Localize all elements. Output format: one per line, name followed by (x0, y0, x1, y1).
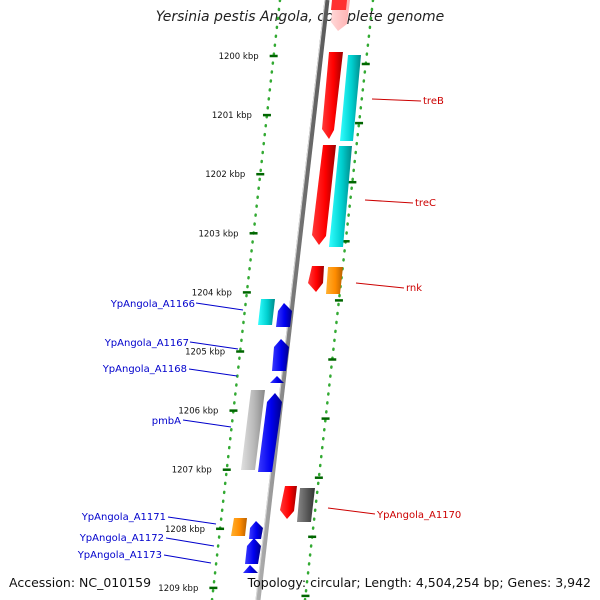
gene-label-YpAngola_A1173[interactable]: YpAngola_A1173 (77, 550, 162, 561)
gene-arrow-YpAngola_A1171-cds[interactable] (231, 518, 247, 536)
gene-arrow-YpAngola_A1171[interactable] (249, 521, 263, 539)
gene-label-treB[interactable]: treB (423, 96, 444, 107)
gene-arrow-YpAngola_A1167[interactable] (272, 339, 289, 371)
gene-labels: treB treC rnk YpAngola_A1170 YpAngola_A1… (77, 96, 462, 561)
ruler-label-1203: 1203 kbp (198, 229, 238, 239)
gene-arrow-rnk-cds[interactable] (326, 267, 343, 294)
topology-text: Topology: circular; Length: 4,504,254 bp… (247, 575, 591, 590)
forward-strand-features (280, 0, 361, 522)
accession-text: Accession: NC_010159 (9, 575, 152, 590)
gene-arrow-pmbA[interactable] (258, 393, 282, 472)
leader-YpAngola_A1167 (189, 341, 239, 350)
leader-YpAngola_A1171 (167, 516, 217, 525)
gene-label-pmbA[interactable]: pmbA (152, 416, 181, 427)
leader-rnk (355, 282, 405, 289)
gene-label-treC[interactable]: treC (415, 198, 436, 209)
gene-label-YpAngola_A1167[interactable]: YpAngola_A1167 (104, 338, 189, 349)
ruler-label-1205: 1205 kbp (185, 348, 225, 358)
gene-arrow-treC[interactable] (312, 145, 336, 245)
gene-arrow-YpAngola_A1173[interactable] (243, 565, 258, 573)
gene-label-YpAngola_A1166[interactable]: YpAngola_A1166 (110, 299, 195, 310)
gene-arrow-YpAngola_A1166[interactable] (258, 299, 275, 325)
gene-arrow-pmbA-cds[interactable] (241, 390, 265, 470)
gene-arrow-rnk[interactable] (308, 266, 324, 292)
genome-title: Yersinia pestis Angola, complete genome (155, 9, 445, 25)
label-leader-lines (163, 98, 422, 564)
gene-arrow-YpAngola_A1168[interactable] (270, 376, 284, 383)
gene-label-YpAngola_A1170[interactable]: YpAngola_A1170 (376, 510, 461, 521)
ruler-label-1202: 1202 kbp (205, 170, 245, 180)
ruler-label-1200: 1200 kbp (219, 52, 259, 62)
ruler-label-1208: 1208 kbp (165, 525, 205, 535)
leader-treC (364, 199, 414, 204)
leader-YpAngola_A1172 (165, 537, 215, 547)
gene-arrow-YpAngola_A1166-cds[interactable] (276, 303, 292, 327)
gene-label-rnk[interactable]: rnk (406, 283, 422, 294)
leader-treB (371, 98, 422, 102)
genome-backbone (255, 0, 330, 600)
reverse-strand-features (231, 299, 292, 573)
gene-arrow-treC-cds[interactable] (329, 146, 352, 247)
ruler-label-1204: 1204 kbp (192, 288, 232, 298)
gene-arrow-YpAngola_A1170[interactable] (280, 486, 297, 519)
ruler-label-1206: 1206 kbp (178, 407, 218, 417)
gene-arrow-treB[interactable] (322, 52, 343, 139)
ruler-label-1207: 1207 kbp (172, 466, 212, 476)
gene-arrow-YpAngola_A1170-cds[interactable] (297, 488, 315, 522)
leader-pmbA (182, 419, 232, 428)
gene-arrow-treB-cds[interactable] (340, 55, 361, 141)
ruler-label-1209: 1209 kbp (158, 584, 198, 594)
gene-label-YpAngola_A1168[interactable]: YpAngola_A1168 (102, 364, 187, 375)
gene-arrow-top-partial-red[interactable] (331, 0, 347, 10)
gene-label-YpAngola_A1172[interactable]: YpAngola_A1172 (79, 533, 164, 544)
leader-YpAngola_A1168 (188, 368, 238, 377)
leader-YpAngola_A1170 (327, 507, 376, 515)
ruler-label-1201: 1201 kbp (212, 111, 252, 121)
backbone-highlight (255, 0, 326, 600)
gene-label-YpAngola_A1171[interactable]: YpAngola_A1171 (81, 512, 166, 523)
outer-dotted-boundary (303, 0, 375, 600)
leader-YpAngola_A1166 (195, 302, 244, 311)
gene-arrow-YpAngola_A1172[interactable] (245, 538, 261, 564)
inner-dotted-boundary (210, 0, 282, 600)
leader-YpAngola_A1173 (163, 554, 212, 564)
